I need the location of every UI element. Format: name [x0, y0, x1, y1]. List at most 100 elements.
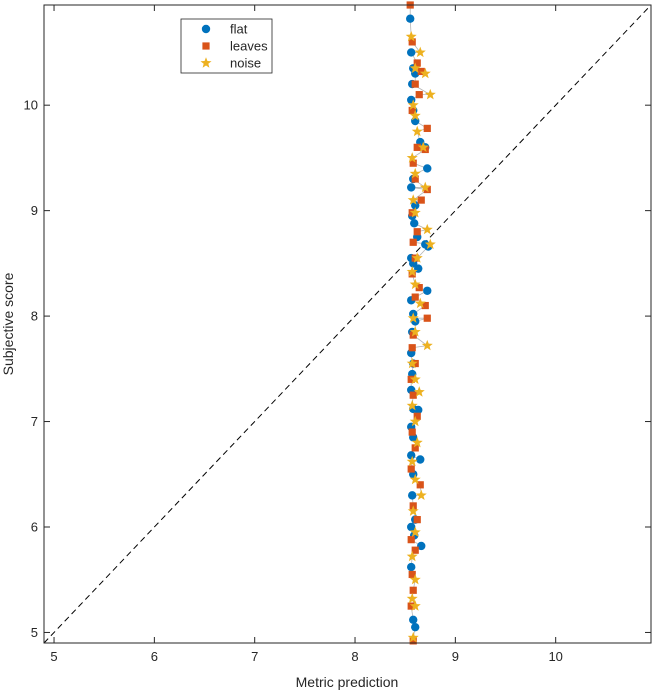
y-tick-label: 9 [31, 203, 38, 218]
noise-point [407, 505, 419, 516]
x-tick-label: 8 [351, 649, 358, 664]
leaves-point [409, 391, 417, 399]
noise-point [409, 326, 421, 337]
legend-marker-noise [200, 57, 212, 68]
leaves-point [408, 344, 416, 352]
noise-point [409, 278, 421, 290]
x-tick-label: 5 [50, 649, 57, 664]
noise-point [406, 357, 418, 369]
noise-point [419, 181, 431, 193]
flat-point [407, 48, 416, 57]
noise-point [406, 399, 418, 411]
noise-point [407, 194, 419, 205]
noise-point [409, 526, 421, 537]
leaves-point [409, 238, 417, 246]
flat-point [416, 455, 425, 464]
leaves-point [417, 196, 425, 204]
noise-point [409, 600, 421, 611]
noise-point [411, 436, 423, 448]
leaves-point [413, 143, 421, 151]
noise-point [414, 46, 426, 58]
leaves-point [411, 444, 419, 452]
flat-point [407, 522, 416, 532]
flat-point [410, 219, 419, 228]
noise-point [407, 631, 419, 643]
x-tick-label: 9 [452, 649, 459, 664]
leaves-point [409, 637, 417, 645]
leaves-point [411, 80, 419, 88]
legend-label-flat: flat [230, 22, 248, 37]
legend-marker-leaves [202, 42, 210, 50]
flat-point [408, 491, 417, 500]
legend-marker-flat [201, 24, 211, 34]
noise-point [406, 592, 418, 604]
legend-label-noise: noise [230, 56, 261, 71]
x-tick-label: 10 [548, 649, 562, 664]
noise-point [413, 386, 425, 397]
leaves-point [407, 536, 415, 544]
axes-box [43, 4, 652, 644]
x-tick-label: 6 [151, 649, 158, 664]
noise-point [406, 266, 418, 277]
noise-point [414, 297, 426, 309]
noise-point [415, 489, 427, 501]
leaves-point [413, 516, 421, 524]
leaves-point [408, 428, 416, 436]
leaves-point [413, 412, 421, 420]
noise-point [405, 30, 417, 42]
noise-point [411, 252, 423, 263]
leaves-point [423, 314, 431, 322]
flat-point [411, 201, 420, 210]
flat-point [406, 14, 415, 23]
noise-point [409, 167, 421, 179]
flat-point [414, 405, 423, 415]
noise-point [421, 339, 433, 351]
leaves-point [409, 586, 417, 594]
noise-point [424, 238, 436, 250]
x-tick-label: 7 [251, 649, 258, 664]
series-noise [405, 30, 436, 643]
legend: flat leaves noise [180, 18, 273, 74]
ticks-layer: 5 6 7 8 9 10 5 6 7 8 9 10 [24, 5, 651, 664]
noise-point [407, 312, 419, 323]
leaves-point [411, 175, 419, 183]
leaves-point [413, 228, 421, 236]
y-tick-label: 5 [31, 625, 38, 640]
y-tick-label: 7 [31, 414, 38, 429]
noise-point [406, 455, 418, 467]
leaves-point [423, 124, 431, 132]
flat-point [423, 164, 432, 173]
noise-point [409, 415, 421, 427]
noise-point [409, 373, 421, 385]
flat-point [407, 183, 416, 192]
leaves-point [413, 59, 421, 67]
legend-box [180, 18, 273, 74]
flat-point [417, 541, 426, 551]
noise-point [409, 109, 421, 121]
reference-line-layer [43, 4, 652, 644]
flat-point [423, 286, 432, 295]
flat-point [409, 615, 418, 624]
x-axis-label: Metric prediction [296, 674, 399, 690]
y-axis-label: Subjective score [0, 272, 16, 375]
noise-point [421, 223, 433, 235]
leaves-point [408, 106, 416, 115]
noise-point [409, 206, 421, 218]
y-tick-label: 6 [31, 520, 38, 535]
noise-point [407, 99, 419, 110]
leaves-point [421, 301, 429, 310]
y-tick-label: 10 [24, 98, 38, 113]
leaves-point [415, 91, 423, 99]
leaves-point [409, 159, 417, 167]
noise-point [409, 573, 421, 585]
legend-label-leaves: leaves [230, 39, 268, 54]
noise-point [417, 141, 429, 153]
leaves-point [416, 481, 424, 489]
markers-layer [405, 1, 436, 645]
reference-diagonal-line [43, 4, 652, 644]
leaves-point [408, 570, 416, 579]
noise-point [406, 550, 418, 562]
leaves-point [411, 546, 419, 554]
noise-point [424, 88, 436, 100]
